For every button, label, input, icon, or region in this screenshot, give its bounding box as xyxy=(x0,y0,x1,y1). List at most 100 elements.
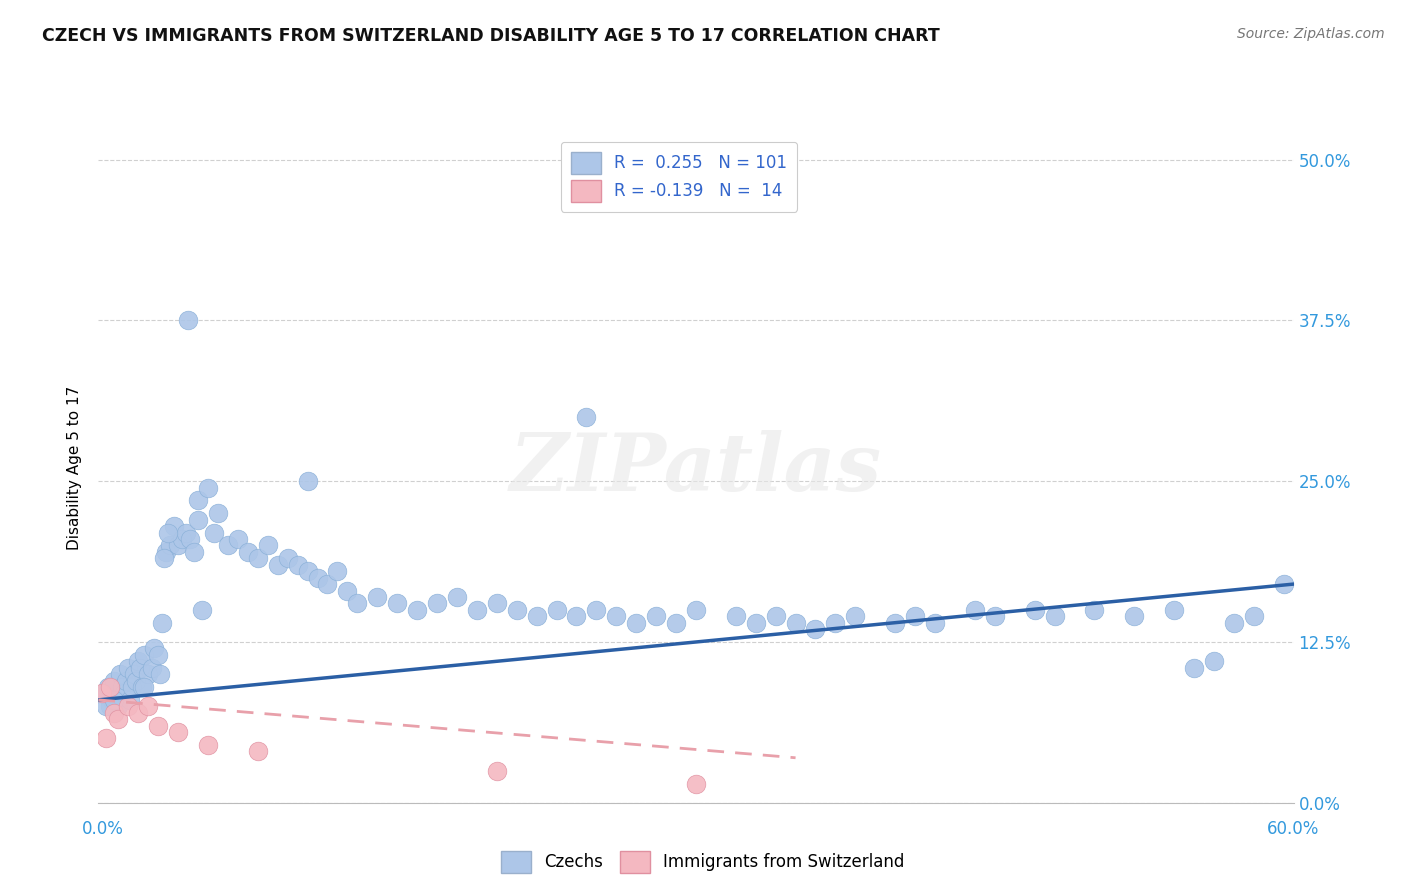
Point xyxy=(136,699,159,714)
Point xyxy=(963,603,986,617)
Point xyxy=(824,615,846,630)
Legend: Czechs, Immigrants from Switzerland: Czechs, Immigrants from Switzerland xyxy=(495,845,911,880)
Point xyxy=(565,609,588,624)
Point xyxy=(150,615,173,630)
Point xyxy=(844,609,866,624)
Point xyxy=(297,474,319,488)
Point xyxy=(179,532,201,546)
Point xyxy=(246,744,269,758)
Point xyxy=(149,667,172,681)
Point xyxy=(167,539,190,553)
Point xyxy=(1202,654,1225,668)
Point xyxy=(103,706,125,720)
Point xyxy=(446,590,468,604)
Point xyxy=(1243,609,1265,624)
Point xyxy=(148,718,170,732)
Y-axis label: Disability Age 5 to 17: Disability Age 5 to 17 xyxy=(67,386,83,550)
Point xyxy=(1163,603,1185,617)
Point xyxy=(197,738,219,752)
Point xyxy=(183,545,205,559)
Point xyxy=(287,558,309,572)
Point xyxy=(96,731,118,746)
Point xyxy=(685,603,707,617)
Point xyxy=(202,525,225,540)
Point xyxy=(1182,661,1205,675)
Point xyxy=(143,641,166,656)
Point xyxy=(217,539,239,553)
Point xyxy=(97,680,120,694)
Point xyxy=(904,609,927,624)
Point xyxy=(124,667,146,681)
Point xyxy=(167,725,190,739)
Point xyxy=(267,558,290,572)
Point xyxy=(197,481,219,495)
Point xyxy=(107,699,129,714)
Point xyxy=(125,673,148,688)
Point xyxy=(226,532,249,546)
Point xyxy=(307,571,329,585)
Point xyxy=(1083,603,1105,617)
Point xyxy=(465,603,488,617)
Point xyxy=(127,706,149,720)
Text: ZIPatlas: ZIPatlas xyxy=(510,430,882,507)
Point xyxy=(426,596,449,610)
Point xyxy=(191,603,214,617)
Point xyxy=(103,693,125,707)
Point xyxy=(177,313,200,327)
Point xyxy=(107,712,129,726)
Point xyxy=(96,699,118,714)
Point xyxy=(246,551,269,566)
Point xyxy=(163,519,186,533)
Text: 60.0%: 60.0% xyxy=(1267,820,1320,838)
Point xyxy=(207,506,229,520)
Point xyxy=(765,609,787,624)
Text: Source: ZipAtlas.com: Source: ZipAtlas.com xyxy=(1237,27,1385,41)
Point xyxy=(141,661,163,675)
Point xyxy=(605,609,627,624)
Point xyxy=(187,493,209,508)
Point xyxy=(485,596,508,610)
Point xyxy=(585,603,607,617)
Point xyxy=(316,577,339,591)
Point xyxy=(134,680,156,694)
Point xyxy=(724,609,747,624)
Point xyxy=(110,667,132,681)
Point xyxy=(745,615,768,630)
Point xyxy=(1272,577,1295,591)
Point xyxy=(153,551,176,566)
Point xyxy=(1043,609,1066,624)
Point xyxy=(127,654,149,668)
Point xyxy=(131,680,153,694)
Point xyxy=(136,667,159,681)
Point xyxy=(134,648,156,662)
Point xyxy=(172,532,194,546)
Point xyxy=(665,615,688,630)
Point xyxy=(297,564,319,578)
Point xyxy=(157,525,180,540)
Point xyxy=(236,545,259,559)
Point xyxy=(526,609,548,624)
Point xyxy=(111,680,134,694)
Point xyxy=(884,615,907,630)
Point xyxy=(924,615,946,630)
Point xyxy=(98,680,122,694)
Point xyxy=(174,525,197,540)
Point xyxy=(103,673,125,688)
Point xyxy=(645,609,668,624)
Point xyxy=(159,539,181,553)
Point xyxy=(117,661,139,675)
Point xyxy=(804,622,827,636)
Point xyxy=(98,699,122,714)
Point xyxy=(685,776,707,790)
Point xyxy=(406,603,429,617)
Text: CZECH VS IMMIGRANTS FROM SWITZERLAND DISABILITY AGE 5 TO 17 CORRELATION CHART: CZECH VS IMMIGRANTS FROM SWITZERLAND DIS… xyxy=(42,27,941,45)
Point xyxy=(101,693,124,707)
Point xyxy=(277,551,299,566)
Point xyxy=(105,693,128,707)
Point xyxy=(93,686,115,700)
Point xyxy=(256,539,278,553)
Point xyxy=(117,699,139,714)
Point xyxy=(120,693,142,707)
Point xyxy=(1123,609,1146,624)
Point xyxy=(336,583,359,598)
